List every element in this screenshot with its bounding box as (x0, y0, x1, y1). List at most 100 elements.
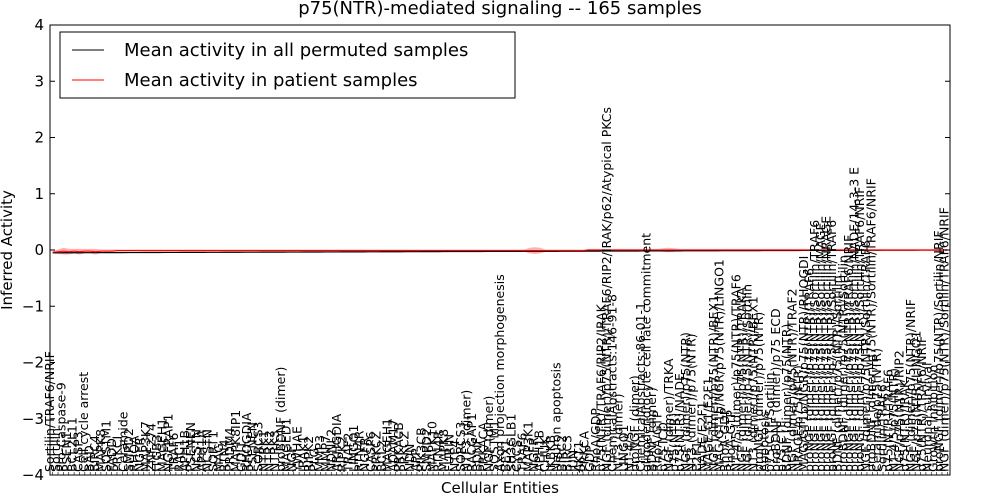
entity-label: PSENEN (245, 422, 260, 472)
entity-label: NT-4/5 (dimer)/p75(NTR)/TRAF6 (728, 274, 743, 472)
entity-label: BAD (82, 445, 97, 472)
entity-label: FADD (104, 438, 119, 472)
entity-label: proNGF (dimer)/p75(NTR)/Sortilin/TRAF6/N… (852, 187, 867, 472)
entity-label: BDNF (dimer) (644, 387, 659, 472)
entity-label: BDNF (dimer)/p75(NTR) (779, 324, 794, 472)
series-line-patient (52, 249, 948, 253)
entity-label: NGF (dimer)/TRKA (661, 358, 676, 472)
entity-label: CASP6 (363, 431, 378, 472)
entity-label: SQSTM1 (98, 420, 113, 472)
entity-label: APH1B (177, 430, 192, 472)
entity-label: SORCS3 (250, 422, 265, 472)
entity-label: RhoA/GTP (650, 410, 665, 472)
entity-label: proBDNF (dimer) (273, 367, 288, 472)
y-tick-label: 3 (34, 72, 44, 90)
y-tick-label: 2 (34, 129, 44, 147)
entity-label: RhoA-GTP (723, 410, 738, 472)
entity-label: RACGAP1 (464, 413, 479, 472)
entity-label: Ceramide (115, 411, 130, 472)
y-axis-label: Inferred Activity (0, 190, 16, 310)
entity-label: TRAF6 (515, 432, 530, 473)
entity-label: proNGF (dimer) (627, 375, 642, 472)
entity-label: ADAM17 (385, 419, 400, 472)
entity-label: MAP3K1 (520, 421, 535, 472)
entity-label: proBDNF (dimer)/p75(NTR)/Sortilin/TRAF6/… (863, 178, 878, 472)
entity-label: NGF (dimer)/p75(NTR) (678, 332, 693, 472)
y-tick-label: 0 (34, 241, 44, 259)
entity-label: ChemicalAbstracts:146-91-8 (605, 294, 620, 472)
entity-label: p75(NTR)/TRAF6 (880, 369, 895, 472)
y-tick-label: −1 (22, 297, 44, 315)
entity-label: NGF (dimer)/p75(NTR)/TRAF6/RIP2/IRAK/p62… (599, 107, 614, 472)
entity-label: MAPK8IP1 (228, 410, 243, 472)
entity-label: NGFR (357, 437, 372, 472)
entity-label: PSENEN (183, 422, 198, 472)
x-axis (52, 472, 948, 475)
entity-label: p75(NTR)/NADE (672, 373, 687, 472)
entity-label: CASP3 (70, 431, 85, 472)
entity-label: proNGF (dimer)/p75(NTR) (751, 312, 766, 472)
entity-label: GDI1 (233, 441, 248, 472)
entity-label: NGF (284, 446, 299, 472)
entity-label: RTN4R (352, 430, 367, 472)
entity-label: NT-3 (dimer) (610, 394, 625, 472)
entity-label: RhoA/GDP (588, 408, 603, 472)
entity-label: p75(NTR)/IRAK (897, 379, 912, 472)
entity-label: PRKCZ (368, 431, 383, 472)
entity-label: APP (408, 448, 423, 472)
entity-label: MAPK8 (436, 429, 451, 472)
entity-labels: Sortilin/TRAF6/NRIFSortilinPro-Caspase-9… (42, 107, 951, 473)
entity-label: NGF (dimer)/p75(NTR)/TRAF2 (785, 288, 800, 472)
entity-label: ITGB3 (149, 434, 164, 472)
entity-label: NGF (dimer)/p75(NTR)/BEX1 (706, 295, 721, 472)
entity-label: TRAF2 (340, 432, 355, 473)
entity-label: BCL2 (374, 440, 389, 472)
entity-label: MAGEH1 (380, 418, 395, 472)
entity-label: SH3GLB1 (503, 414, 518, 472)
entity-label: NRAGE/p75(NTR) (790, 365, 805, 472)
entity-label: RHOA (127, 435, 142, 472)
entity-label: Growth inhibition (925, 365, 940, 472)
entity-label: JUN (565, 450, 580, 473)
entity-label: proNGF (dimer)/p75(NTR)/Sortilin/MAGE (813, 223, 828, 472)
entity-label: LINGO1 (346, 425, 361, 472)
entity-label: BDNF (470, 437, 485, 472)
series-line-layer (52, 249, 948, 254)
y-tick-label: −2 (22, 354, 44, 372)
entity-label: Pro-Caspase-9 (53, 382, 68, 472)
entity-label: proNGF (dimer)/p75(NTR)/Sortilin/TRAF6 (824, 220, 839, 472)
entity-label: NTF3 (dimer) (458, 390, 473, 472)
entity-label: CHUK (537, 436, 552, 472)
entity-label: NGFR (526, 437, 541, 472)
entity-label: Neuron apoptosis (548, 362, 563, 472)
entity-label: NGF (dimer)/p75(NTR)/NRIF (903, 299, 918, 472)
entity-label: RAC1 (172, 439, 187, 472)
entity-label: Ceramide/p75(NTR) (869, 348, 884, 472)
entity-label: p75(NTR)/TRAF6/RIP2/IRAK (593, 303, 608, 472)
entity-label: NGF (dimer) (481, 396, 496, 472)
entity-label: PLG (307, 448, 322, 472)
entity-label: IKBKB (543, 435, 558, 472)
entity-label: Axon projection morphogenesis (492, 274, 507, 472)
entity-label: CYCS (509, 440, 524, 472)
entity-label: NTRK1 (256, 430, 271, 472)
entity-label: NGF (dimer)/p75(NTR)/TRAKA (734, 287, 749, 472)
entity-label: Cell cycle arrest (76, 372, 91, 472)
entity-label: NADE/E2F1 (695, 401, 710, 472)
entity-label: proNGF (dimer)/p75(NTR)/Sortilin/TRAF6 (807, 220, 822, 472)
entity-label: SORT1 (205, 431, 220, 472)
entity-label: NT-4/5 (622, 432, 637, 472)
entity-label: SMPD2 (121, 428, 136, 472)
y-tick-label: 1 (34, 185, 44, 203)
entity-label: MAP3K7 (138, 421, 153, 472)
entity-label: PRKCZ (397, 431, 412, 472)
entity-label: TRAF6 (166, 432, 181, 473)
entity-label: NCSTN (200, 429, 215, 472)
entity-label: RIPK2 (335, 436, 350, 472)
entity-label: NTRK2 (262, 430, 277, 472)
entity-label: BIRC4 (87, 435, 102, 472)
entity-label: Sortilin/TRAF6 (875, 384, 890, 472)
entity-label: NGF (dimer)/p75(NTR)/Sortilin/TRAF6/NRIF (937, 207, 952, 472)
chart-title: p75(NTR)-mediated signaling -- 165 sampl… (298, 0, 702, 19)
